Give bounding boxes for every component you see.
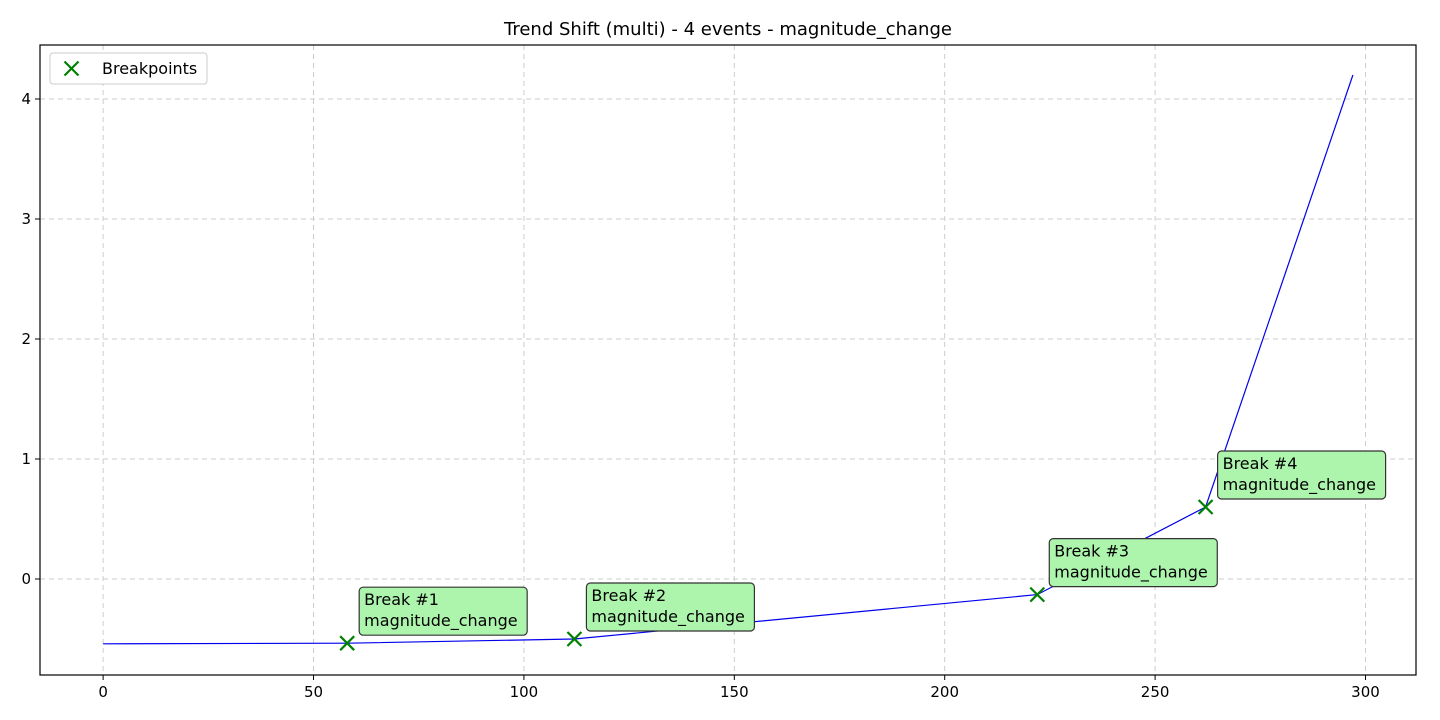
series-layer — [103, 74, 1354, 645]
annotation-box — [1048, 537, 1218, 588]
legend-marker-breakpoints — [63, 60, 80, 77]
breakpoint-marker-4 — [1197, 499, 1214, 515]
annotation-sublabel: magnitude_change — [1223, 475, 1376, 495]
x-tick-label: 250 — [1141, 683, 1170, 701]
breakpoint-annotation-2: Break #2 magnitude_change — [585, 582, 756, 632]
breakpoint-annotation-4: Break #4 magnitude_change — [1217, 450, 1387, 500]
breakpoint-annotation-3: Break #3 magnitude_change — [1048, 537, 1218, 588]
y-tick-label: 2 — [21, 330, 31, 348]
annotation-label: Break #4 — [1223, 454, 1298, 473]
legend: Breakpoints — [49, 52, 208, 85]
annotation-label: Break #2 — [591, 586, 666, 605]
y-tick-label: 0 — [21, 570, 31, 588]
series-line — [103, 74, 1354, 645]
breakpoint-annotations: Break #1 magnitude_change Break #2 magnitud… — [358, 450, 1387, 636]
annotation-box — [585, 582, 756, 632]
chart-title: Trend Shift (multi) - 4 events - magnitu… — [503, 19, 952, 40]
annotation-label: Break #3 — [1054, 542, 1129, 561]
axis-ticks: 0 50 100 150 200 250 300 0 1 2 3 4 — [21, 90, 1379, 701]
breakpoint-marker-1 — [339, 635, 355, 651]
annotation-box — [1217, 450, 1387, 500]
x-tick-label: 50 — [304, 683, 323, 701]
x-tick-label: 150 — [720, 683, 749, 701]
x-tick-label: 300 — [1351, 683, 1380, 701]
y-tick-label: 3 — [21, 210, 31, 228]
legend-label-breakpoints: Breakpoints — [102, 59, 197, 78]
y-tick-label: 4 — [21, 90, 31, 108]
x-tick-label: 200 — [930, 683, 959, 701]
x-tick-label: 0 — [98, 683, 108, 701]
annotation-sublabel: magnitude_change — [591, 607, 744, 627]
breakpoint-marker-3 — [1029, 586, 1046, 603]
y-tick-label: 1 — [21, 450, 31, 468]
breakpoint-markers — [339, 499, 1214, 651]
x-tick-label: 100 — [510, 683, 539, 701]
legend-box — [49, 52, 208, 85]
breakpoint-annotation-1: Break #1 magnitude_change — [358, 586, 528, 636]
breakpoint-marker-2 — [566, 631, 583, 647]
annotation-box — [358, 586, 528, 636]
annotation-sublabel: magnitude_change — [1054, 563, 1207, 583]
plot-area-frame — [39, 44, 1417, 676]
annotation-sublabel: magnitude_change — [364, 611, 517, 631]
annotation-label: Break #1 — [364, 590, 439, 609]
